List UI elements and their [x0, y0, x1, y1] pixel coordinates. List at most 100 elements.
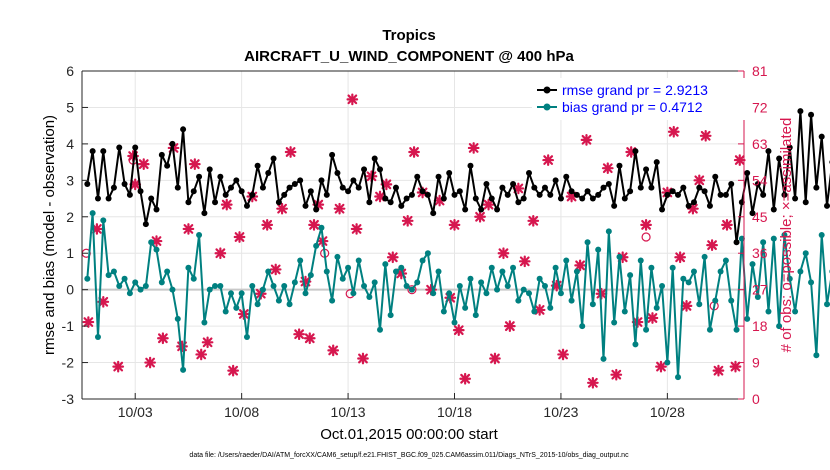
y-tick-label-right: 18 [752, 318, 768, 334]
bias-data-point [462, 304, 469, 311]
rmse-data-point [100, 148, 107, 155]
rmse-data-point [302, 202, 309, 209]
rmse-data-point [621, 195, 628, 202]
rmse-data-point [318, 177, 325, 184]
rmse-data-point [504, 191, 511, 198]
rmse-data-point [440, 195, 447, 202]
bias-data-point [116, 283, 123, 290]
rmse-data-point [584, 188, 591, 195]
y-tick-label-left: -1 [62, 318, 75, 334]
y-tick-label-right: 0 [752, 391, 760, 407]
obs-assimilated-marker [667, 125, 680, 138]
bias-data-point [217, 283, 224, 290]
bias-data-point [345, 264, 352, 271]
x-tick-label: 10/08 [224, 404, 259, 420]
obs-assimilated-marker [712, 364, 725, 377]
bias-data-point [456, 283, 463, 290]
bias-data-point [648, 264, 655, 271]
obs-assimilated-marker [308, 219, 320, 231]
bias-data-point [818, 232, 825, 238]
rmse-data-point [350, 177, 357, 184]
bias-data-point [611, 319, 618, 326]
bias-data-point [605, 228, 612, 235]
bias-data-point [632, 341, 639, 348]
obs-assimilated-marker [482, 198, 495, 211]
bias-data-point [515, 297, 522, 304]
obs-assimilated-marker [214, 247, 227, 260]
rmse-data-point [153, 206, 160, 213]
bias-data-point [472, 312, 479, 319]
obs-assimilated-marker [303, 332, 316, 345]
x-tick-label: 10/28 [650, 404, 685, 420]
bias-data-point [424, 250, 431, 257]
obs-assimilated-marker [327, 344, 340, 357]
rmse-data-point [185, 199, 192, 206]
rmse-data-point [456, 188, 463, 195]
bias-data-point [520, 286, 527, 293]
obs-assimilated-marker [518, 255, 531, 268]
rmse-data-point [116, 144, 123, 151]
rmse-data-point [733, 239, 740, 246]
rmse-data-point [430, 210, 437, 217]
bias-data-point [158, 279, 165, 286]
rmse-data-point [424, 191, 431, 198]
bias-data-point [435, 268, 442, 275]
bias-data-point [132, 279, 139, 286]
rmse-data-point [291, 180, 298, 187]
obs-assimilated-marker [386, 251, 399, 264]
bias-data-point [94, 334, 101, 341]
bias-data-point [190, 275, 197, 282]
bias-data-point [584, 239, 591, 246]
obs-assimilated-marker [733, 154, 746, 166]
bias-data-point [722, 257, 729, 264]
bias-data-point [196, 232, 203, 238]
bias-data-point [659, 283, 666, 290]
bias-data-point [664, 359, 671, 366]
bias-data-point [504, 283, 511, 290]
rmse-data-point [142, 221, 149, 228]
bias-data-point [281, 283, 288, 290]
obs-assimilated-marker [284, 146, 297, 158]
rmse-data-point [765, 148, 772, 155]
y-tick-label-right: 9 [752, 355, 760, 371]
rmse-data-point [818, 133, 825, 140]
bias-data-point [579, 323, 586, 330]
bias-data-point [414, 279, 421, 286]
obs-assimilated-marker [333, 202, 346, 215]
rmse-data-point [770, 206, 777, 213]
rmse-data-point [254, 162, 261, 169]
rmse-data-point [722, 191, 729, 198]
rmse-data-point [786, 144, 793, 151]
rmse-data-point [371, 155, 378, 162]
bias-data-point [212, 283, 219, 290]
bias-data-point [488, 264, 495, 271]
bias-data-point [526, 290, 533, 297]
chart-subtitle: AIRCRAFT_U_WIND_COMPONENT @ 400 hPa [244, 48, 574, 65]
rmse-data-point [664, 191, 671, 198]
obs-assimilated-marker [610, 368, 623, 381]
rmse-data-point [701, 188, 708, 195]
bias-data-point [770, 235, 777, 242]
bias-data-point [387, 312, 394, 319]
rmse-data-point [637, 184, 644, 191]
bias-data-point [600, 355, 607, 362]
rmse-data-point [307, 188, 314, 195]
legend: rmse grand pr = 2.9213 bias grand pr = 0… [532, 78, 748, 120]
bias-data-point [408, 286, 415, 293]
rmse-data-point [573, 191, 580, 198]
obs-assimilated-marker [574, 259, 586, 272]
rmse-data-point [488, 195, 495, 202]
obs-assimilated-marker [233, 231, 246, 243]
rmse-data-point [568, 188, 575, 195]
bias-data-point [302, 290, 309, 297]
rmse-data-point [605, 180, 612, 187]
rmse-data-point [659, 206, 666, 213]
bias-data-point [206, 286, 213, 293]
rmse-data-point [206, 166, 213, 173]
rmse-data-point [105, 195, 112, 202]
rmse-data-point [419, 188, 426, 195]
bias-data-point [717, 268, 724, 275]
rmse-data-point [802, 199, 809, 206]
rmse-data-point [126, 191, 133, 198]
